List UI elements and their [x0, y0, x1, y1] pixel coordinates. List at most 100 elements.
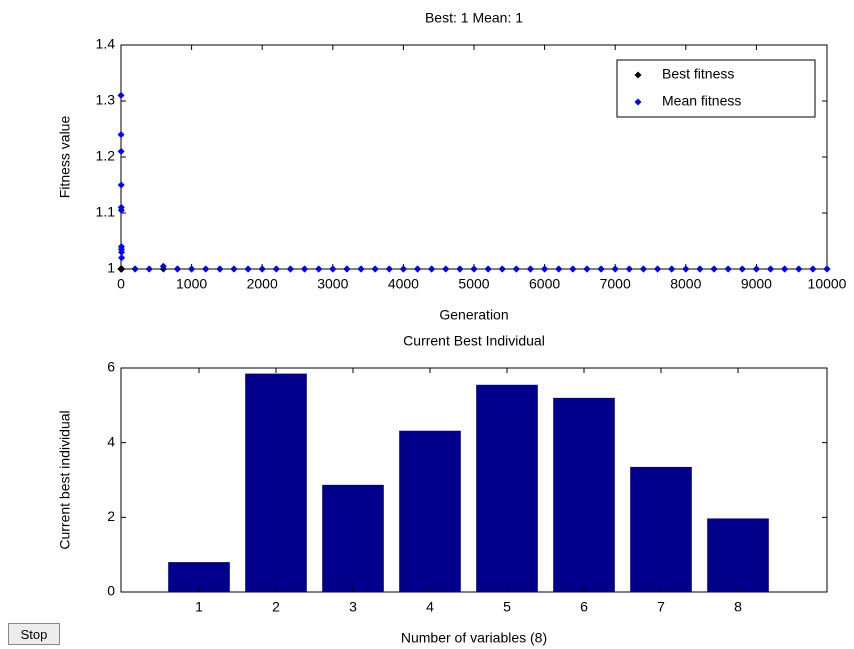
- data-point: [583, 265, 591, 273]
- data-point: [597, 265, 605, 273]
- data-point: [159, 262, 167, 270]
- data-point: [286, 265, 294, 273]
- data-point: [173, 265, 181, 273]
- data-point: [131, 265, 139, 273]
- y-axis-label: Fitness value: [57, 116, 73, 199]
- x-tick-label: 8000: [670, 276, 701, 292]
- chart-title: Current Best Individual: [403, 333, 545, 349]
- data-point: [498, 265, 506, 273]
- data-point: [795, 265, 803, 273]
- bar: [630, 466, 692, 592]
- x-axis-label: Generation: [439, 307, 508, 323]
- data-point: [216, 265, 224, 273]
- data-point: [654, 265, 662, 273]
- x-axis-label: Number of variables (8): [401, 630, 547, 646]
- data-point: [710, 265, 718, 273]
- data-point: [752, 265, 760, 273]
- data-point: [343, 265, 351, 273]
- data-point: [569, 265, 577, 273]
- y-tick-label: 1.1: [96, 204, 116, 220]
- data-point: [696, 265, 704, 273]
- x-tick-label: 0: [117, 276, 125, 292]
- bar: [553, 397, 615, 592]
- x-tick-label: 7000: [600, 276, 631, 292]
- data-point: [357, 265, 365, 273]
- y-tick-label: 1.4: [96, 36, 116, 52]
- data-point: [117, 91, 125, 99]
- data-point: [118, 254, 126, 262]
- data-point: [668, 265, 676, 273]
- data-point: [371, 265, 379, 273]
- legend-marker: [634, 71, 642, 79]
- data-point: [639, 265, 647, 273]
- x-tick-label: 7: [657, 599, 665, 615]
- data-point: [767, 265, 775, 273]
- y-tick-label: 0: [107, 583, 115, 599]
- x-tick-label: 9000: [741, 276, 772, 292]
- bar: [707, 518, 769, 592]
- data-point: [625, 265, 633, 273]
- data-point: [682, 265, 690, 273]
- bar: [322, 484, 384, 592]
- x-tick-label: 2000: [247, 276, 278, 292]
- data-point: [315, 265, 323, 273]
- chart-title: Best: 1 Mean: 1: [425, 10, 523, 26]
- data-point: [555, 265, 563, 273]
- data-point: [244, 265, 252, 273]
- data-point: [781, 265, 789, 273]
- legend-label: Best fitness: [662, 66, 734, 82]
- legend-label: Mean fitness: [662, 93, 741, 109]
- data-point: [414, 265, 422, 273]
- x-tick-label: 3000: [317, 276, 348, 292]
- data-point: [272, 265, 280, 273]
- data-point: [809, 265, 817, 273]
- data-point: [301, 265, 309, 273]
- data-point: [258, 265, 266, 273]
- data-point: [541, 265, 549, 273]
- data-point: [724, 265, 732, 273]
- data-point: [117, 147, 125, 155]
- data-point: [456, 265, 464, 273]
- bar: [245, 373, 307, 592]
- x-tick-label: 1: [195, 599, 203, 615]
- data-point: [117, 206, 125, 214]
- x-tick-label: 5: [503, 599, 511, 615]
- y-axis-label: Current best individual: [57, 410, 73, 549]
- data-point: [611, 265, 619, 273]
- data-point: [484, 265, 492, 273]
- y-tick-label: 6: [107, 359, 115, 375]
- stop-button[interactable]: Stop: [8, 623, 60, 645]
- legend-box: [616, 59, 816, 118]
- data-point: [117, 131, 125, 139]
- data-point: [738, 265, 746, 273]
- data-point: [188, 265, 196, 273]
- data-point: [329, 265, 337, 273]
- data-point: [470, 265, 478, 273]
- bar: [476, 384, 538, 592]
- x-tick-label: 4: [426, 599, 434, 615]
- data-point: [512, 265, 520, 273]
- x-tick-label: 8: [734, 599, 742, 615]
- data-point: [385, 265, 393, 273]
- x-tick-label: 3: [349, 599, 357, 615]
- y-tick-label: 1.3: [96, 92, 116, 108]
- axes-box: [120, 367, 828, 593]
- y-tick-label: 2: [107, 508, 115, 524]
- y-tick-label: 4: [107, 433, 115, 449]
- data-point: [117, 181, 125, 189]
- data-point: [823, 265, 831, 273]
- x-tick-label: 4000: [388, 276, 419, 292]
- y-tick-label: 1.2: [96, 148, 116, 164]
- y-tick-label: 1: [107, 260, 115, 276]
- x-tick-label: 6000: [529, 276, 560, 292]
- legend-marker: [634, 98, 642, 106]
- x-tick-label: 6: [580, 599, 588, 615]
- x-tick-label: 1000: [176, 276, 207, 292]
- x-tick-label: 5000: [458, 276, 489, 292]
- data-point: [230, 265, 238, 273]
- x-tick-label: 10000: [808, 276, 847, 292]
- data-point: [428, 265, 436, 273]
- data-point: [399, 265, 407, 273]
- data-point: [118, 248, 126, 256]
